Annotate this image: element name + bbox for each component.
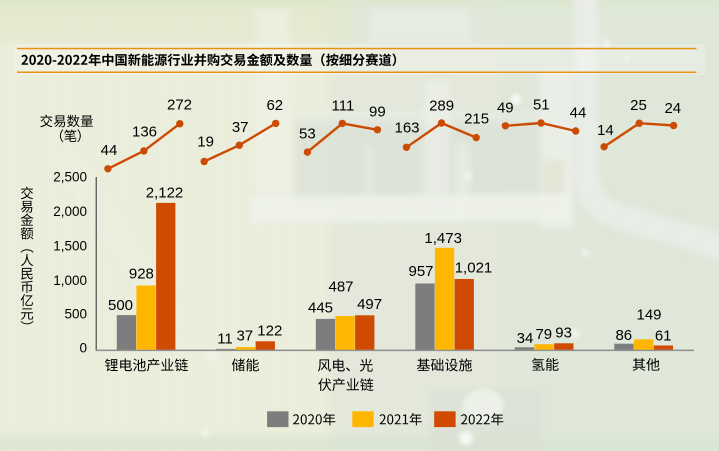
svg-text:0: 0 bbox=[79, 341, 87, 356]
svg-text:44: 44 bbox=[101, 142, 118, 159]
svg-text:497: 497 bbox=[357, 296, 382, 313]
svg-text:61: 61 bbox=[655, 328, 672, 345]
svg-text:2,500: 2,500 bbox=[53, 169, 87, 184]
svg-text:99: 99 bbox=[369, 104, 386, 121]
svg-text:122: 122 bbox=[257, 323, 282, 340]
svg-text:11: 11 bbox=[217, 330, 233, 347]
svg-text:19: 19 bbox=[197, 133, 214, 150]
svg-text:272: 272 bbox=[167, 96, 192, 113]
svg-text:53: 53 bbox=[299, 125, 316, 142]
svg-text:163: 163 bbox=[394, 120, 419, 137]
svg-text:136: 136 bbox=[132, 124, 157, 141]
svg-text:111: 111 bbox=[331, 97, 354, 114]
svg-text:2,122: 2,122 bbox=[146, 185, 184, 202]
svg-text:51: 51 bbox=[533, 97, 550, 114]
svg-text:957: 957 bbox=[408, 263, 433, 280]
svg-text:2,000: 2,000 bbox=[53, 204, 87, 219]
svg-text:62: 62 bbox=[266, 97, 283, 114]
svg-text:37: 37 bbox=[232, 119, 249, 136]
svg-text:1,000: 1,000 bbox=[53, 273, 87, 288]
svg-text:37: 37 bbox=[236, 328, 253, 345]
svg-text:487: 487 bbox=[328, 279, 353, 296]
svg-text:500: 500 bbox=[108, 297, 133, 314]
svg-text:445: 445 bbox=[308, 300, 333, 317]
svg-text:24: 24 bbox=[664, 100, 681, 117]
svg-text:25: 25 bbox=[630, 97, 647, 114]
svg-text:1,473: 1,473 bbox=[424, 230, 462, 247]
svg-text:49: 49 bbox=[497, 99, 514, 116]
svg-text:215: 215 bbox=[464, 111, 489, 128]
svg-text:93: 93 bbox=[555, 325, 572, 342]
svg-text:289: 289 bbox=[429, 98, 454, 115]
svg-text:79: 79 bbox=[535, 326, 552, 343]
svg-text:500: 500 bbox=[64, 307, 87, 322]
svg-text:86: 86 bbox=[615, 327, 632, 344]
svg-text:44: 44 bbox=[570, 105, 587, 122]
svg-text:1,021: 1,021 bbox=[455, 260, 493, 277]
svg-text:928: 928 bbox=[129, 266, 154, 283]
svg-text:1,500: 1,500 bbox=[53, 238, 87, 253]
svg-text:34: 34 bbox=[517, 330, 534, 347]
svg-text:14: 14 bbox=[597, 122, 614, 139]
svg-text:149: 149 bbox=[636, 307, 661, 324]
